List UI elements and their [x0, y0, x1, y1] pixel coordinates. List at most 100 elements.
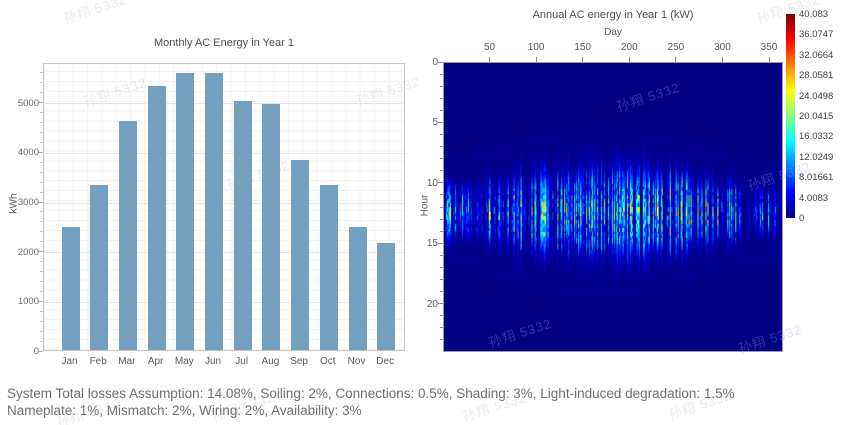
hour-tick-label: 0 [432, 57, 438, 68]
x-tick-label-nov: Nov [347, 356, 366, 367]
bar-nov [348, 227, 367, 350]
y-minor-tick-mark [40, 72, 43, 74]
hour-minor-tick-mark [440, 158, 443, 160]
y-tick-mark [38, 350, 43, 352]
hour-tick-mark [438, 303, 443, 305]
bar-apr [147, 86, 166, 350]
y-minor-tick-mark [40, 280, 43, 282]
y-minor-tick-mark [40, 191, 43, 193]
caption-line-2: Nameplate: 1%, Mismatch: 2%, Wiring: 2%,… [7, 403, 362, 418]
y-minor-tick-mark [40, 211, 43, 213]
y-minor-tick-mark [40, 92, 43, 94]
hour-tick-mark [438, 242, 443, 244]
colorbar-tick-label: 12.0249 [799, 151, 834, 163]
hour-minor-tick-mark [440, 266, 443, 268]
hour-tick-label: 20 [426, 298, 438, 310]
bar-mar [118, 120, 137, 350]
x-tick-label-dec: Dec [376, 356, 395, 367]
bar-chart-plot-area [43, 63, 405, 351]
gridline-y-4000 [44, 152, 404, 154]
hour-tick-mark [438, 61, 443, 63]
bar-jul [233, 101, 252, 350]
hour-minor-tick-mark [440, 279, 443, 280]
hour-minor-tick-mark [440, 109, 443, 111]
heatmap-plot-area [443, 62, 783, 352]
hour-minor-tick-mark [440, 134, 443, 135]
hour-minor-tick-mark [440, 170, 443, 172]
y-tick-mark [38, 251, 43, 253]
bar-feb [90, 184, 109, 350]
y-minor-tick-mark [40, 171, 43, 173]
hour-minor-tick-mark [440, 73, 443, 75]
gridline-y-1000 [44, 301, 404, 303]
y-minor-tick-mark [40, 310, 43, 312]
hour-minor-tick-mark [440, 230, 443, 232]
heatmap-x-axis-label: Day [604, 27, 622, 38]
y-tick-mark [38, 300, 43, 302]
y-minor-tick-mark [40, 112, 43, 114]
day-tick-mark [628, 57, 630, 62]
x-tick-label-oct: Oct [320, 356, 336, 367]
day-tick-mark [535, 57, 537, 62]
bar-jun [205, 72, 223, 350]
heatmap-colorbar [786, 14, 795, 218]
hour-minor-tick-mark [440, 291, 443, 293]
y-minor-tick-mark [40, 290, 43, 292]
day-tick-mark [768, 57, 770, 62]
x-tick-label-jul: Jul [235, 356, 249, 367]
gridline-y-3000 [44, 202, 404, 204]
hour-minor-tick-mark [440, 315, 443, 317]
y-minor-tick-mark [40, 122, 43, 124]
x-tick-label-apr: Apr [147, 356, 164, 367]
colorbar-tick-label: 32.0664 [799, 49, 834, 61]
y-minor-tick-mark [40, 161, 43, 163]
gridline-y-2000 [44, 252, 404, 254]
hour-minor-tick-mark [440, 194, 443, 196]
y-tick-mark [38, 151, 43, 153]
colorbar-tick-label: 36.0747 [799, 29, 834, 41]
hour-tick-label: 5 [432, 117, 438, 129]
hour-minor-tick-mark [440, 218, 443, 220]
bar-sep [291, 159, 310, 350]
colorbar-tick-label: 40.083 [799, 9, 829, 20]
losses-assumption-caption: System Total losses Assumption: 14.08%, … [7, 385, 851, 419]
x-tick-label-jun: Jun [204, 356, 222, 367]
gridline-y-5000 [44, 103, 404, 105]
x-tick-label-mar: Mar [118, 356, 136, 367]
day-tick-mark [582, 57, 584, 62]
day-tick-mark [675, 57, 677, 62]
y-tick-label: 0 [33, 346, 39, 357]
hour-tick-label: 10 [426, 177, 438, 189]
bar-dec [377, 243, 396, 350]
y-minor-tick-mark [40, 320, 43, 322]
bar-chart-title: Monthly AC Energy in Year 1 [153, 37, 295, 49]
hour-minor-tick-mark [440, 97, 443, 99]
hour-tick-mark [438, 121, 443, 123]
y-tick-label: 2000 [17, 246, 39, 258]
y-minor-tick-mark [40, 271, 43, 273]
hour-minor-tick-mark [440, 339, 443, 341]
x-tick-label-may: May [174, 356, 194, 367]
heatmap-title: Annual AC energy in Year 1 (kW) [532, 9, 694, 21]
day-tick-label: 250 [667, 42, 685, 53]
colorbar-tick-label: 0 [799, 213, 805, 224]
y-minor-tick-mark [40, 132, 43, 134]
day-tick-label: 150 [574, 42, 592, 53]
bar-may [176, 72, 195, 350]
x-tick-label-sep: Sep [290, 356, 308, 367]
day-tick-label: 200 [620, 42, 638, 53]
day-tick-label: 100 [527, 42, 545, 53]
y-minor-tick-mark [40, 231, 43, 233]
x-tick-label-feb: Feb [89, 356, 107, 367]
colorbar-tick-label: 4.0083 [799, 192, 829, 204]
hour-minor-tick-mark [440, 85, 443, 87]
day-tick-mark [489, 57, 491, 62]
day-tick-mark [721, 57, 723, 62]
hour-minor-tick-mark [440, 327, 443, 329]
y-minor-tick-mark [40, 340, 43, 342]
hour-minor-tick-mark [440, 254, 443, 256]
hour-minor-tick-mark [440, 206, 443, 208]
caption-line-1: System Total losses Assumption: 14.08%, … [7, 386, 735, 401]
day-tick-label: 300 [714, 42, 731, 53]
